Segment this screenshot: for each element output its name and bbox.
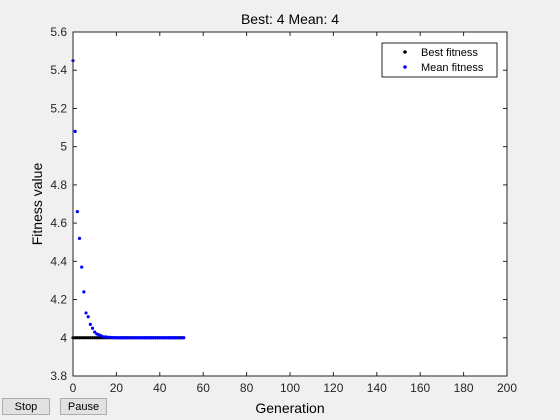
data-point	[77, 236, 82, 240]
plot-frame	[72, 31, 508, 377]
data-point	[90, 326, 95, 330]
y-tick-label: 4.8	[50, 178, 67, 192]
x-tick-label: 20	[110, 381, 124, 395]
legend-entry: Mean fitness	[421, 62, 484, 74]
y-tick-label: 5.4	[50, 63, 67, 77]
data-point	[86, 315, 90, 319]
x-tick-label: 120	[323, 381, 343, 395]
data-point	[73, 129, 77, 133]
legend: Best fitness Mean fitness	[381, 42, 498, 78]
series-group	[71, 59, 186, 340]
y-axis-label: Fitness value	[29, 163, 45, 246]
x-tick-label: 0	[70, 381, 77, 395]
data-point	[84, 311, 88, 315]
x-tick-label: 40	[153, 381, 167, 395]
legend-marker	[403, 50, 407, 54]
data-point	[80, 265, 84, 269]
x-tick-label: 160	[410, 381, 430, 395]
pause-button[interactable]: Pause	[60, 398, 107, 415]
x-tick-label: 140	[367, 381, 387, 395]
legend-box	[381, 42, 498, 78]
legend-entry: Best fitness	[421, 47, 478, 59]
series-mean-fitness	[71, 59, 186, 340]
y-tick-label: 3.8	[50, 369, 67, 383]
data-point	[93, 330, 97, 334]
y-tick-label: 5.2	[50, 101, 67, 115]
data-point	[82, 290, 86, 294]
y-tick-label: 5	[60, 140, 67, 154]
y-tick-label: 5.6	[50, 25, 67, 39]
plot-area	[73, 32, 507, 376]
y-tick-label: 4.4	[50, 254, 67, 268]
y-tick-label: 4	[60, 331, 67, 345]
data-point	[75, 210, 79, 214]
x-tick-label: 80	[240, 381, 254, 395]
x-tick-label: 180	[454, 381, 474, 395]
x-axis-label: Generation	[255, 400, 324, 416]
data-point	[182, 336, 186, 340]
x-tick-label: 60	[197, 381, 211, 395]
data-point	[88, 322, 92, 326]
stop-button[interactable]: Stop	[2, 398, 50, 415]
legend-marker	[403, 65, 407, 69]
y-tick-label: 4.6	[50, 216, 67, 230]
x-tick-label: 100	[280, 381, 300, 395]
x-tick-label: 200	[497, 381, 517, 395]
y-tick-label: 4.2	[50, 293, 67, 307]
chart-title: Best: 4 Mean: 4	[241, 11, 339, 27]
axis-ticks: 0 20 40 60 80 100 120 140 160 180 200 3.8 4 4.2 4.4 4.6…	[50, 25, 517, 395]
